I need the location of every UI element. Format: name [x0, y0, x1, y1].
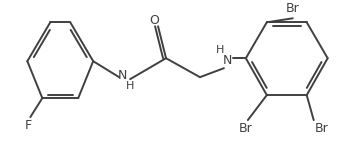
Text: H: H: [216, 45, 224, 55]
Text: Br: Br: [239, 122, 253, 135]
Text: Br: Br: [286, 2, 300, 15]
Text: O: O: [149, 14, 159, 27]
Text: N: N: [117, 69, 127, 82]
Text: H: H: [126, 81, 134, 91]
Text: F: F: [25, 119, 32, 132]
Text: Br: Br: [315, 122, 329, 135]
Text: N: N: [223, 54, 232, 67]
